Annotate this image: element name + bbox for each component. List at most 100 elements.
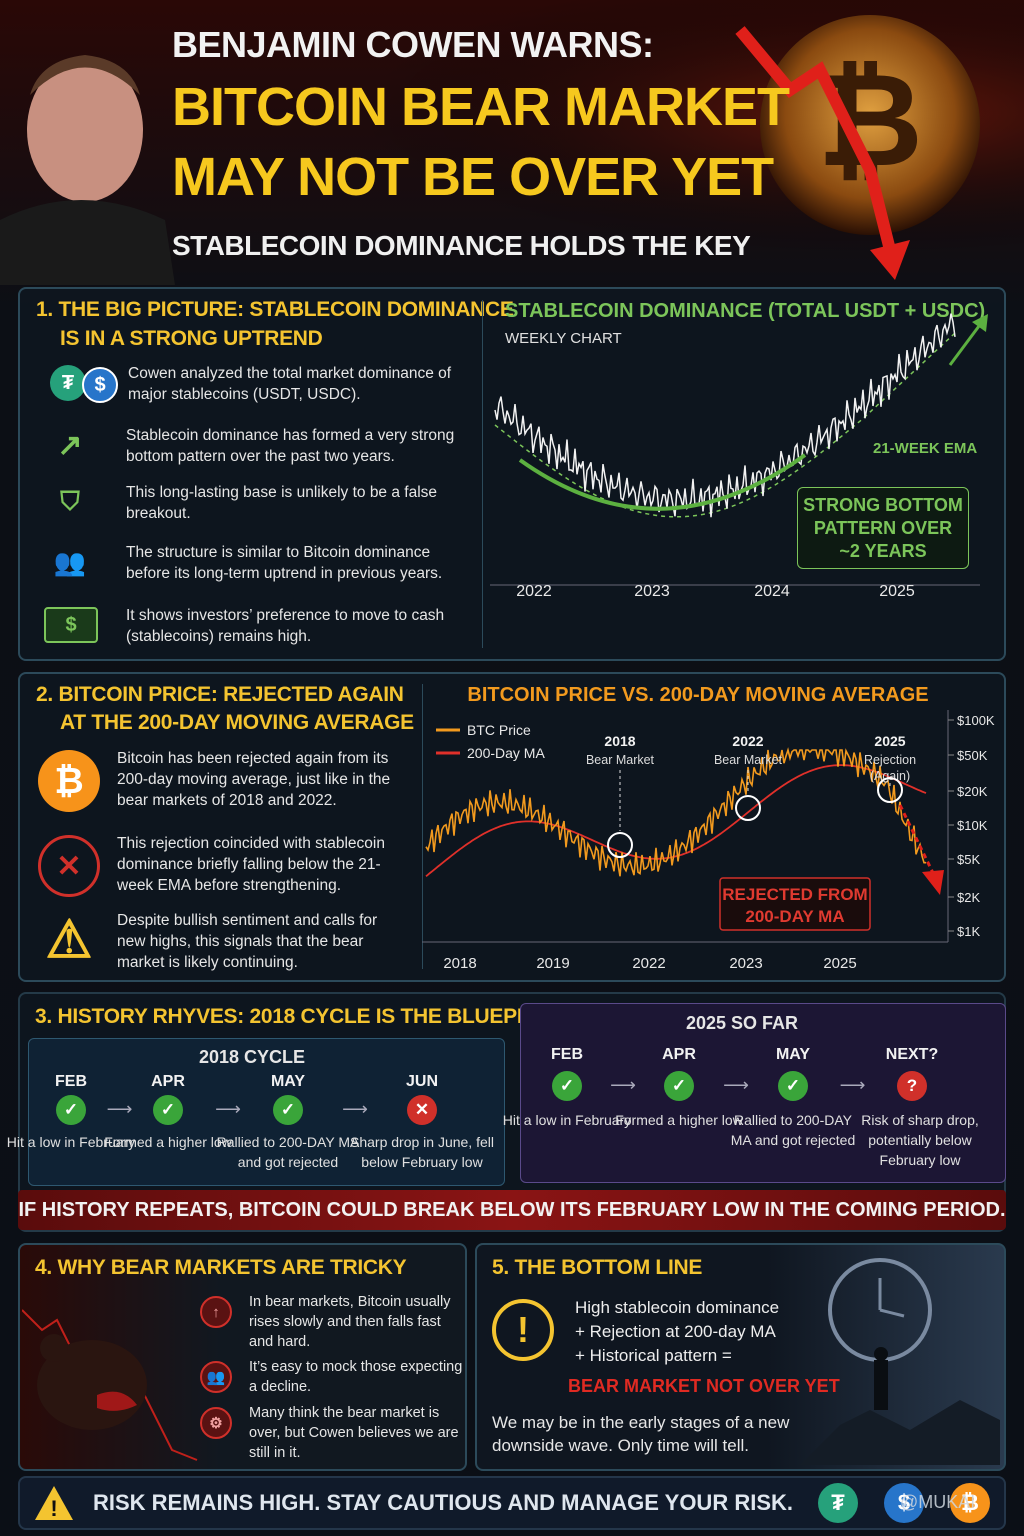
icon: 👥 [200,1361,232,1393]
icon: $ [44,607,98,643]
icon: ✓ [778,1071,808,1101]
chart-subtitle: WEEKLY CHART [505,330,622,347]
step-arrow: ⟶ [839,1075,866,1095]
x-label: 2019 [536,955,569,972]
clock-illustration [800,1258,1000,1465]
callout-line: STRONG BOTTOM [803,495,963,515]
y-label: $2K [957,890,980,905]
step-text: Hit a low in February [6,1134,136,1150]
legend-label: 200-Day MA [467,745,545,761]
point-text: This long-lasting base is unlikely to be… [126,484,438,522]
icon: ? [897,1071,927,1101]
ema-label: 21-WEEK EMA [873,440,978,457]
point-text: Stablecoin dominance has formed a very s… [126,427,455,465]
triangle-mark: ! [50,1496,57,1521]
y-label: $20K [957,784,988,799]
rejection-circle [877,777,903,803]
step-arrow: ⟶ [610,1075,636,1095]
down-arrow [735,26,896,252]
step-month: NEXT? [885,1046,939,1063]
annotation-line: Bear Market [586,753,655,767]
clock-hand [879,1308,905,1318]
icon: ✓ [153,1095,183,1125]
point-text: It’s easy to mock those expecting a decl… [249,1359,463,1395]
annotation-title: 2018 [604,733,635,749]
rejection-circle [607,832,633,858]
annotation-title: 2025 [874,733,905,749]
section-heading: 2. BITCOIN PRICE: REJECTED AGAIN [36,683,404,706]
step-month: MAY [775,1046,811,1063]
header-art: ₿ [0,0,1024,285]
step-month: MAY [270,1073,306,1090]
drop-arrow [898,804,936,876]
point-text: Cowen analyzed the total market dominanc… [128,365,452,403]
section-heading: 3. HISTORY RHYVES: 2018 CYCLE IS THE BLU… [35,1005,565,1028]
point-text: Many think the bear market is over, but … [249,1405,459,1461]
point-text: The structure is similar to Bitcoin domi… [126,544,443,582]
banner: IF HISTORY REPEATS, BITCOIN COULD BREAK … [18,1190,1006,1230]
portrait-shirt [0,200,175,285]
x-label: 2025 [823,955,856,972]
x-label: 2023 [729,955,762,972]
tether-icon: ₮ [818,1483,858,1523]
step-text: Rallied to 200-DAY MA and got rejected [730,1112,856,1148]
annotation-line: (Again) [870,769,910,783]
step-month: FEB [55,1073,87,1090]
section-heading: 4. WHY BEAR MARKETS ARE TRICKY [35,1256,407,1279]
y-label: $5K [957,852,980,867]
step-text: Formed a higher low [104,1134,232,1150]
stablecoin-chart: 2022 2023 2024 2025 [490,313,988,600]
x-label: 2022 [632,955,665,972]
portrait-face [27,58,143,202]
bottom-arc [518,453,807,511]
annotation-line: Rejection [864,753,916,767]
step-text: Rallied to 200-DAY MA and got rejected [216,1134,360,1170]
equation-line: + Rejection at 200-day MA [575,1322,776,1341]
x-label: 2018 [443,955,476,972]
bear-mouth [97,1391,137,1411]
ema-line [494,332,956,518]
y-label: $100K [957,713,995,728]
usdc-icon: $ [884,1483,924,1523]
x-label: 2025 [879,583,915,600]
kicker: BENJAMIN COWEN WARNS: [172,24,654,65]
icon: ⚙ [200,1407,232,1439]
icon: ₿ [38,750,100,812]
step-arrow: ⟶ [106,1099,133,1119]
x-label: 2024 [754,583,790,600]
subtitle: STABLECOIN DOMINANCE HOLDS THE KEY [172,230,751,261]
step-text: Risk of sharp drop, potentially below Fe… [861,1112,979,1168]
icon: ✓ [664,1071,694,1101]
icon: ✓ [552,1071,582,1101]
step-arrow: ⟶ [342,1099,368,1119]
icon: ₮ [50,365,86,401]
y-label: $10K [957,818,988,833]
step-month: APR [151,1073,185,1090]
chart-title: STABLECOIN DOMINANCE (TOTAL USDT + USDC) [505,300,986,322]
section-heading: AT THE 200-DAY MOVING AVERAGE [60,711,414,734]
equation-line: + Historical pattern = [575,1346,732,1365]
arrow-head [870,240,910,280]
title-line: BITCOIN BEAR MARKET [172,77,790,137]
callout-line: REJECTED FROM [722,885,867,904]
step-month: FEB [551,1046,583,1063]
icon: $ [82,367,118,403]
divider [422,684,423,969]
divider [482,300,483,648]
rejection-circle [735,795,761,821]
icon: ✓ [56,1095,86,1125]
section-heading: IS IN A STRONG UPTREND [60,327,323,350]
annotation-line: Bear Market [714,753,783,767]
callout-box [719,877,871,931]
icon: ✕ [407,1095,437,1125]
icon: 👥 [53,546,87,577]
ma-line [425,764,927,878]
section-panel [18,287,1006,661]
mountain [800,1400,1000,1465]
footer-warning: RISK REMAINS HIGH. STAY CAUTIOUS AND MAN… [93,1490,793,1515]
warning-triangle: ! [35,1486,73,1521]
icon: ⚠ [45,911,93,969]
uptrend-arrow [948,321,984,366]
icon: ✕ [38,835,100,897]
point-text: This rejection coincided with stablecoin… [117,835,385,894]
